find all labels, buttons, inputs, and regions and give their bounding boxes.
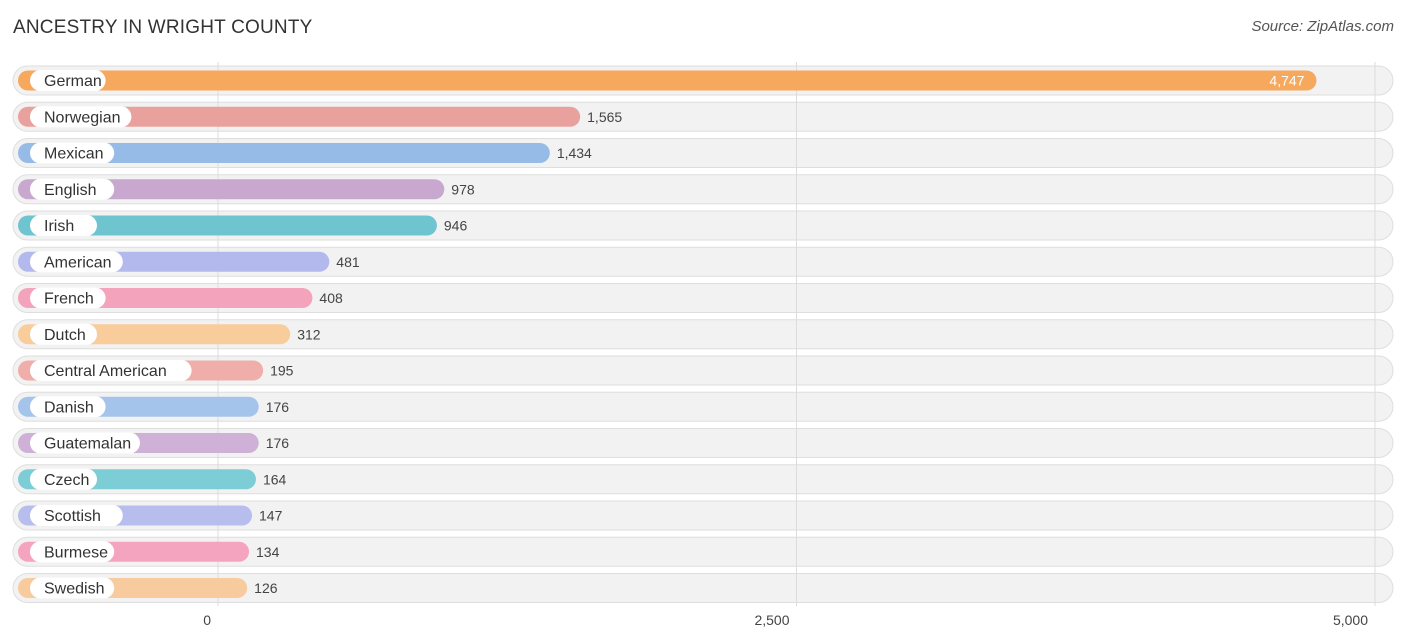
category-label: Central American — [44, 363, 167, 380]
category-label-pill — [30, 432, 140, 454]
category-label: English — [44, 182, 96, 199]
value-label: 1,434 — [557, 145, 592, 161]
chart-title: ANCESTRY IN WRIGHT COUNTY — [13, 17, 313, 38]
category-label: Burmese — [44, 544, 108, 561]
category-label: Danish — [44, 399, 94, 416]
category-label-pill — [30, 323, 97, 345]
category-label: Scottish — [44, 508, 101, 525]
x-tick-label: 2,500 — [754, 612, 789, 628]
value-label: 4,747 — [1269, 73, 1304, 89]
value-label: 147 — [259, 508, 283, 524]
row-background — [12, 391, 1394, 422]
category-label: Czech — [44, 472, 89, 489]
category-label-pill — [30, 106, 132, 128]
category-label-pill — [30, 70, 106, 91]
value-label: 408 — [319, 290, 343, 306]
bar — [18, 179, 445, 200]
category-label: German — [44, 73, 102, 90]
category-label: Dutch — [44, 327, 86, 344]
row-background — [12, 283, 1394, 313]
value-label: 195 — [270, 363, 294, 379]
category-label-pill — [30, 541, 115, 563]
category-label-pill — [30, 287, 106, 309]
category-label-pill — [30, 251, 123, 273]
category-label: Guatemalan — [44, 436, 131, 453]
category-label-pill — [30, 505, 123, 526]
category-label-pill — [30, 360, 192, 381]
value-label: 481 — [336, 254, 360, 270]
category-label-pill — [30, 468, 97, 490]
row-background — [12, 573, 1394, 603]
bar — [18, 70, 1317, 91]
bar — [18, 215, 437, 236]
category-label: Irish — [44, 218, 74, 235]
category-label-pill — [30, 215, 97, 236]
value-label: 134 — [256, 544, 280, 560]
bar — [18, 143, 550, 163]
value-label: 164 — [263, 471, 287, 487]
value-label: 978 — [451, 181, 475, 197]
value-label: 176 — [266, 435, 290, 451]
value-label: 126 — [254, 580, 278, 596]
category-label: French — [44, 291, 94, 308]
category-label-pill — [30, 577, 115, 599]
bar — [18, 106, 581, 127]
category-label-pill — [30, 178, 115, 200]
row-background — [12, 428, 1394, 458]
value-label: 312 — [297, 326, 321, 342]
value-label: 946 — [444, 218, 468, 234]
row-background — [12, 319, 1394, 350]
row-background — [12, 355, 1394, 386]
x-tick-label: 0 — [203, 612, 211, 628]
row-background — [12, 536, 1394, 567]
category-label: American — [44, 254, 112, 271]
row-background — [12, 464, 1394, 495]
category-label-pill — [30, 396, 106, 418]
category-label: Swedish — [44, 581, 104, 598]
category-label: Norwegian — [44, 109, 120, 126]
category-label-pill — [30, 142, 115, 164]
source-credit: Source: ZipAtlas.com — [1251, 18, 1394, 35]
row-background — [12, 246, 1394, 277]
value-label: 1,565 — [587, 109, 622, 125]
value-label: 176 — [266, 399, 290, 415]
x-tick-label: 5,000 — [1333, 612, 1368, 628]
category-label: Mexican — [44, 146, 104, 163]
row-background — [12, 500, 1394, 531]
